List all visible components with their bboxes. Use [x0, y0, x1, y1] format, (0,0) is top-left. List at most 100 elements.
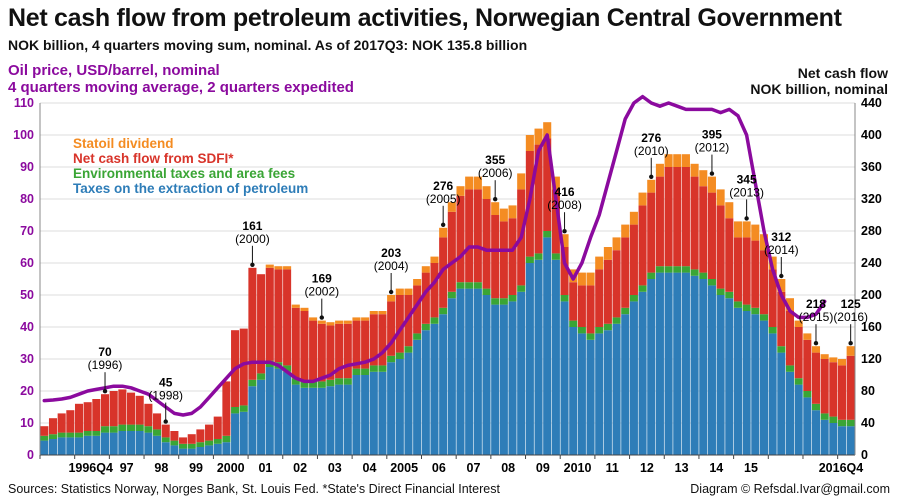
bar-env — [785, 365, 795, 372]
bar-sdfi — [638, 205, 647, 286]
bar-sdfi — [40, 426, 49, 436]
bar-env — [343, 378, 352, 385]
bar-taxes — [482, 295, 491, 455]
bar-sdfi — [378, 314, 387, 366]
bar-taxes — [421, 330, 430, 455]
bar-dividend — [326, 322, 335, 326]
bar-env — [543, 231, 552, 238]
bar-env — [647, 272, 656, 279]
x-tick-label: 14 — [709, 461, 723, 475]
x-tick-label: 2010 — [564, 461, 592, 475]
annotation-value: 218 — [806, 297, 826, 311]
bar-dividend — [681, 154, 690, 167]
bar-env — [421, 323, 430, 331]
bar-taxes — [369, 371, 378, 455]
annotation-value: 416 — [555, 185, 575, 199]
bar-dividend — [759, 234, 768, 251]
bar-dividend — [465, 176, 474, 190]
bar-taxes — [560, 301, 569, 455]
bar-env — [66, 432, 75, 438]
bar-sdfi — [317, 323, 326, 382]
annotation-value: 345 — [737, 172, 757, 186]
bar-env — [664, 266, 673, 273]
bar-taxes — [83, 435, 92, 455]
bar-dividend — [777, 279, 786, 292]
bar-taxes — [629, 301, 638, 455]
annotation-year: (1996) — [88, 358, 123, 372]
bar-env — [681, 266, 690, 273]
bar-dividend — [794, 320, 803, 327]
bar-sdfi — [837, 365, 847, 420]
bar-dividend — [300, 307, 309, 311]
bar-taxes — [248, 386, 257, 455]
annotation-year: (2000) — [235, 232, 270, 246]
bar-taxes — [205, 445, 214, 455]
annotation-value: 70 — [98, 345, 112, 359]
y-left-tick-label: 110 — [14, 96, 34, 110]
annotations: 70(1996)45(1998)161(2000)169(2002)203(20… — [88, 128, 868, 424]
bar-env — [733, 301, 742, 308]
annotation-dot — [388, 289, 394, 295]
bar-sdfi — [404, 295, 413, 347]
bar-taxes — [603, 330, 612, 455]
bar-env — [655, 266, 664, 273]
bar-env — [525, 256, 534, 263]
annotation-year: (2013) — [729, 185, 764, 199]
bar-env — [716, 288, 725, 295]
annotation-year: (2015) — [799, 310, 834, 324]
bar-sdfi — [369, 314, 378, 366]
bar-taxes — [231, 413, 240, 455]
bar-sdfi — [716, 205, 725, 289]
bar-taxes — [491, 304, 500, 455]
y-left-tick-label: 60 — [20, 256, 34, 270]
bar-sdfi — [664, 167, 673, 267]
bar-taxes — [404, 352, 413, 455]
bar-sdfi — [118, 389, 127, 425]
bar-sdfi — [109, 391, 118, 427]
y-right-tick-label: 240 — [861, 256, 882, 270]
bar-taxes — [664, 272, 673, 455]
bar-dividend — [525, 135, 534, 151]
y-left-tick-label: 100 — [13, 128, 34, 142]
bar-dividend — [543, 122, 552, 139]
bar-sdfi — [733, 237, 742, 302]
bar-env — [465, 282, 474, 289]
bar-env — [361, 368, 370, 375]
bar-sdfi — [621, 237, 630, 308]
y-right-tick-label: 400 — [861, 128, 882, 142]
bar-taxes — [647, 279, 656, 455]
bar-env — [768, 327, 777, 334]
y-left-tick-label: 0 — [27, 448, 34, 462]
bar-env — [92, 431, 101, 436]
bar-env — [725, 291, 734, 299]
bar-sdfi — [179, 437, 188, 444]
x-tick-label: 04 — [363, 461, 377, 475]
bar-sdfi — [300, 311, 309, 382]
bar-env — [612, 317, 621, 324]
annotation-year: (2016) — [833, 310, 868, 324]
bar-sdfi — [135, 395, 144, 425]
bar-env — [551, 253, 560, 260]
bar-sdfi — [100, 394, 110, 427]
bar-env — [335, 378, 344, 385]
bar-taxes — [499, 304, 508, 455]
annotation-dot — [709, 171, 715, 176]
bar-sdfi — [482, 199, 491, 289]
bar-env — [499, 298, 508, 305]
annotation-dot — [848, 341, 853, 346]
bar-taxes — [803, 397, 812, 455]
bar-env — [248, 379, 257, 387]
bar-sdfi — [803, 339, 812, 391]
bar-env — [534, 253, 543, 260]
bar-env — [196, 442, 205, 447]
bar-taxes — [465, 288, 474, 455]
bar-dividend — [534, 128, 543, 145]
bar-dividend — [612, 237, 621, 251]
bar-dividend — [603, 247, 612, 260]
bar-taxes — [551, 259, 560, 455]
bar-dividend — [395, 288, 404, 295]
annotation-value: 276 — [641, 131, 661, 145]
x-tick-label: 99 — [189, 461, 203, 475]
bar-env — [837, 419, 847, 427]
